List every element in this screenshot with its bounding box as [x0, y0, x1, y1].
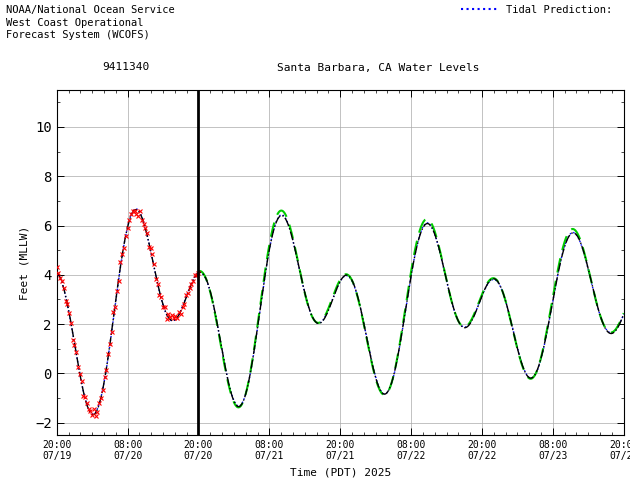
Text: Forecast System (WCOFS): Forecast System (WCOFS) — [6, 30, 150, 40]
Y-axis label: Feet (MLLW): Feet (MLLW) — [20, 226, 30, 300]
Text: 9411340: 9411340 — [102, 62, 150, 72]
Text: West Coast Operational: West Coast Operational — [6, 18, 144, 28]
Text: Santa Barbara, CA Water Levels: Santa Barbara, CA Water Levels — [277, 62, 479, 72]
X-axis label: Time (PDT) 2025: Time (PDT) 2025 — [290, 467, 391, 477]
Legend: Observation:, Nowcast:, Forecast Guidance:, Tidal Prediction:: Observation:, Nowcast:, Forecast Guidanc… — [461, 0, 619, 15]
Text: NOAA/National Ocean Service: NOAA/National Ocean Service — [6, 5, 175, 15]
